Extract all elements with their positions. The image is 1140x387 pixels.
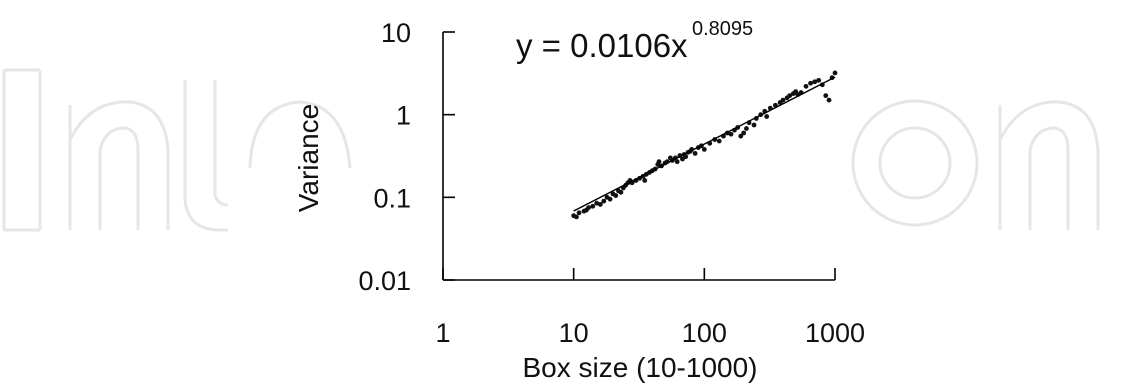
y-tick-label: 0.1 [373,183,411,213]
data-point [607,196,613,202]
data-point [618,189,624,195]
equation-exponent: 0.8095 [692,18,753,40]
data-point [808,80,813,86]
x-tick-label: 100 [682,318,727,348]
data-point [826,97,832,103]
data-point [594,200,600,206]
data-point [787,93,793,99]
data-point [741,130,747,136]
data-point [601,198,607,204]
fit-equation: y = 0.0106x 0.8095 [516,18,753,64]
y-tick-label: 1 [396,101,411,131]
data-point [683,154,689,160]
data-point [751,122,757,128]
x-tick-label: 10 [559,318,589,348]
data-point [674,159,680,165]
plot-area: 0.01 0.1 1 10 1 10 100 1000 [358,18,865,348]
x-axis-title: Box size (10-1000) [522,352,757,383]
equation-base: y = 0.0106x [516,27,688,64]
data-point [716,138,722,144]
data-point [576,210,582,216]
data-point [597,202,603,207]
data-point [816,77,822,83]
data-point [738,133,744,139]
x-tick-label: 1000 [805,318,865,348]
data-point [764,114,770,119]
data-point [728,131,734,137]
data-point [823,93,829,99]
data-point [803,83,809,89]
data-point [574,214,579,220]
data-point [692,150,698,156]
data-point [642,178,648,183]
y-tick-label: 10 [381,18,411,48]
data-point [832,70,838,76]
y-axis-title: Variance [293,104,324,212]
fit-line [573,76,836,212]
data-point [701,147,707,152]
data-point [613,193,619,198]
x-tick-label: 1 [435,318,450,348]
data-point [780,97,786,103]
y-tick-label: 0.01 [358,266,411,296]
data-point [812,79,818,85]
data-point [656,159,662,165]
data-point [590,203,596,209]
data-point [744,126,749,131]
data-point [586,205,591,211]
